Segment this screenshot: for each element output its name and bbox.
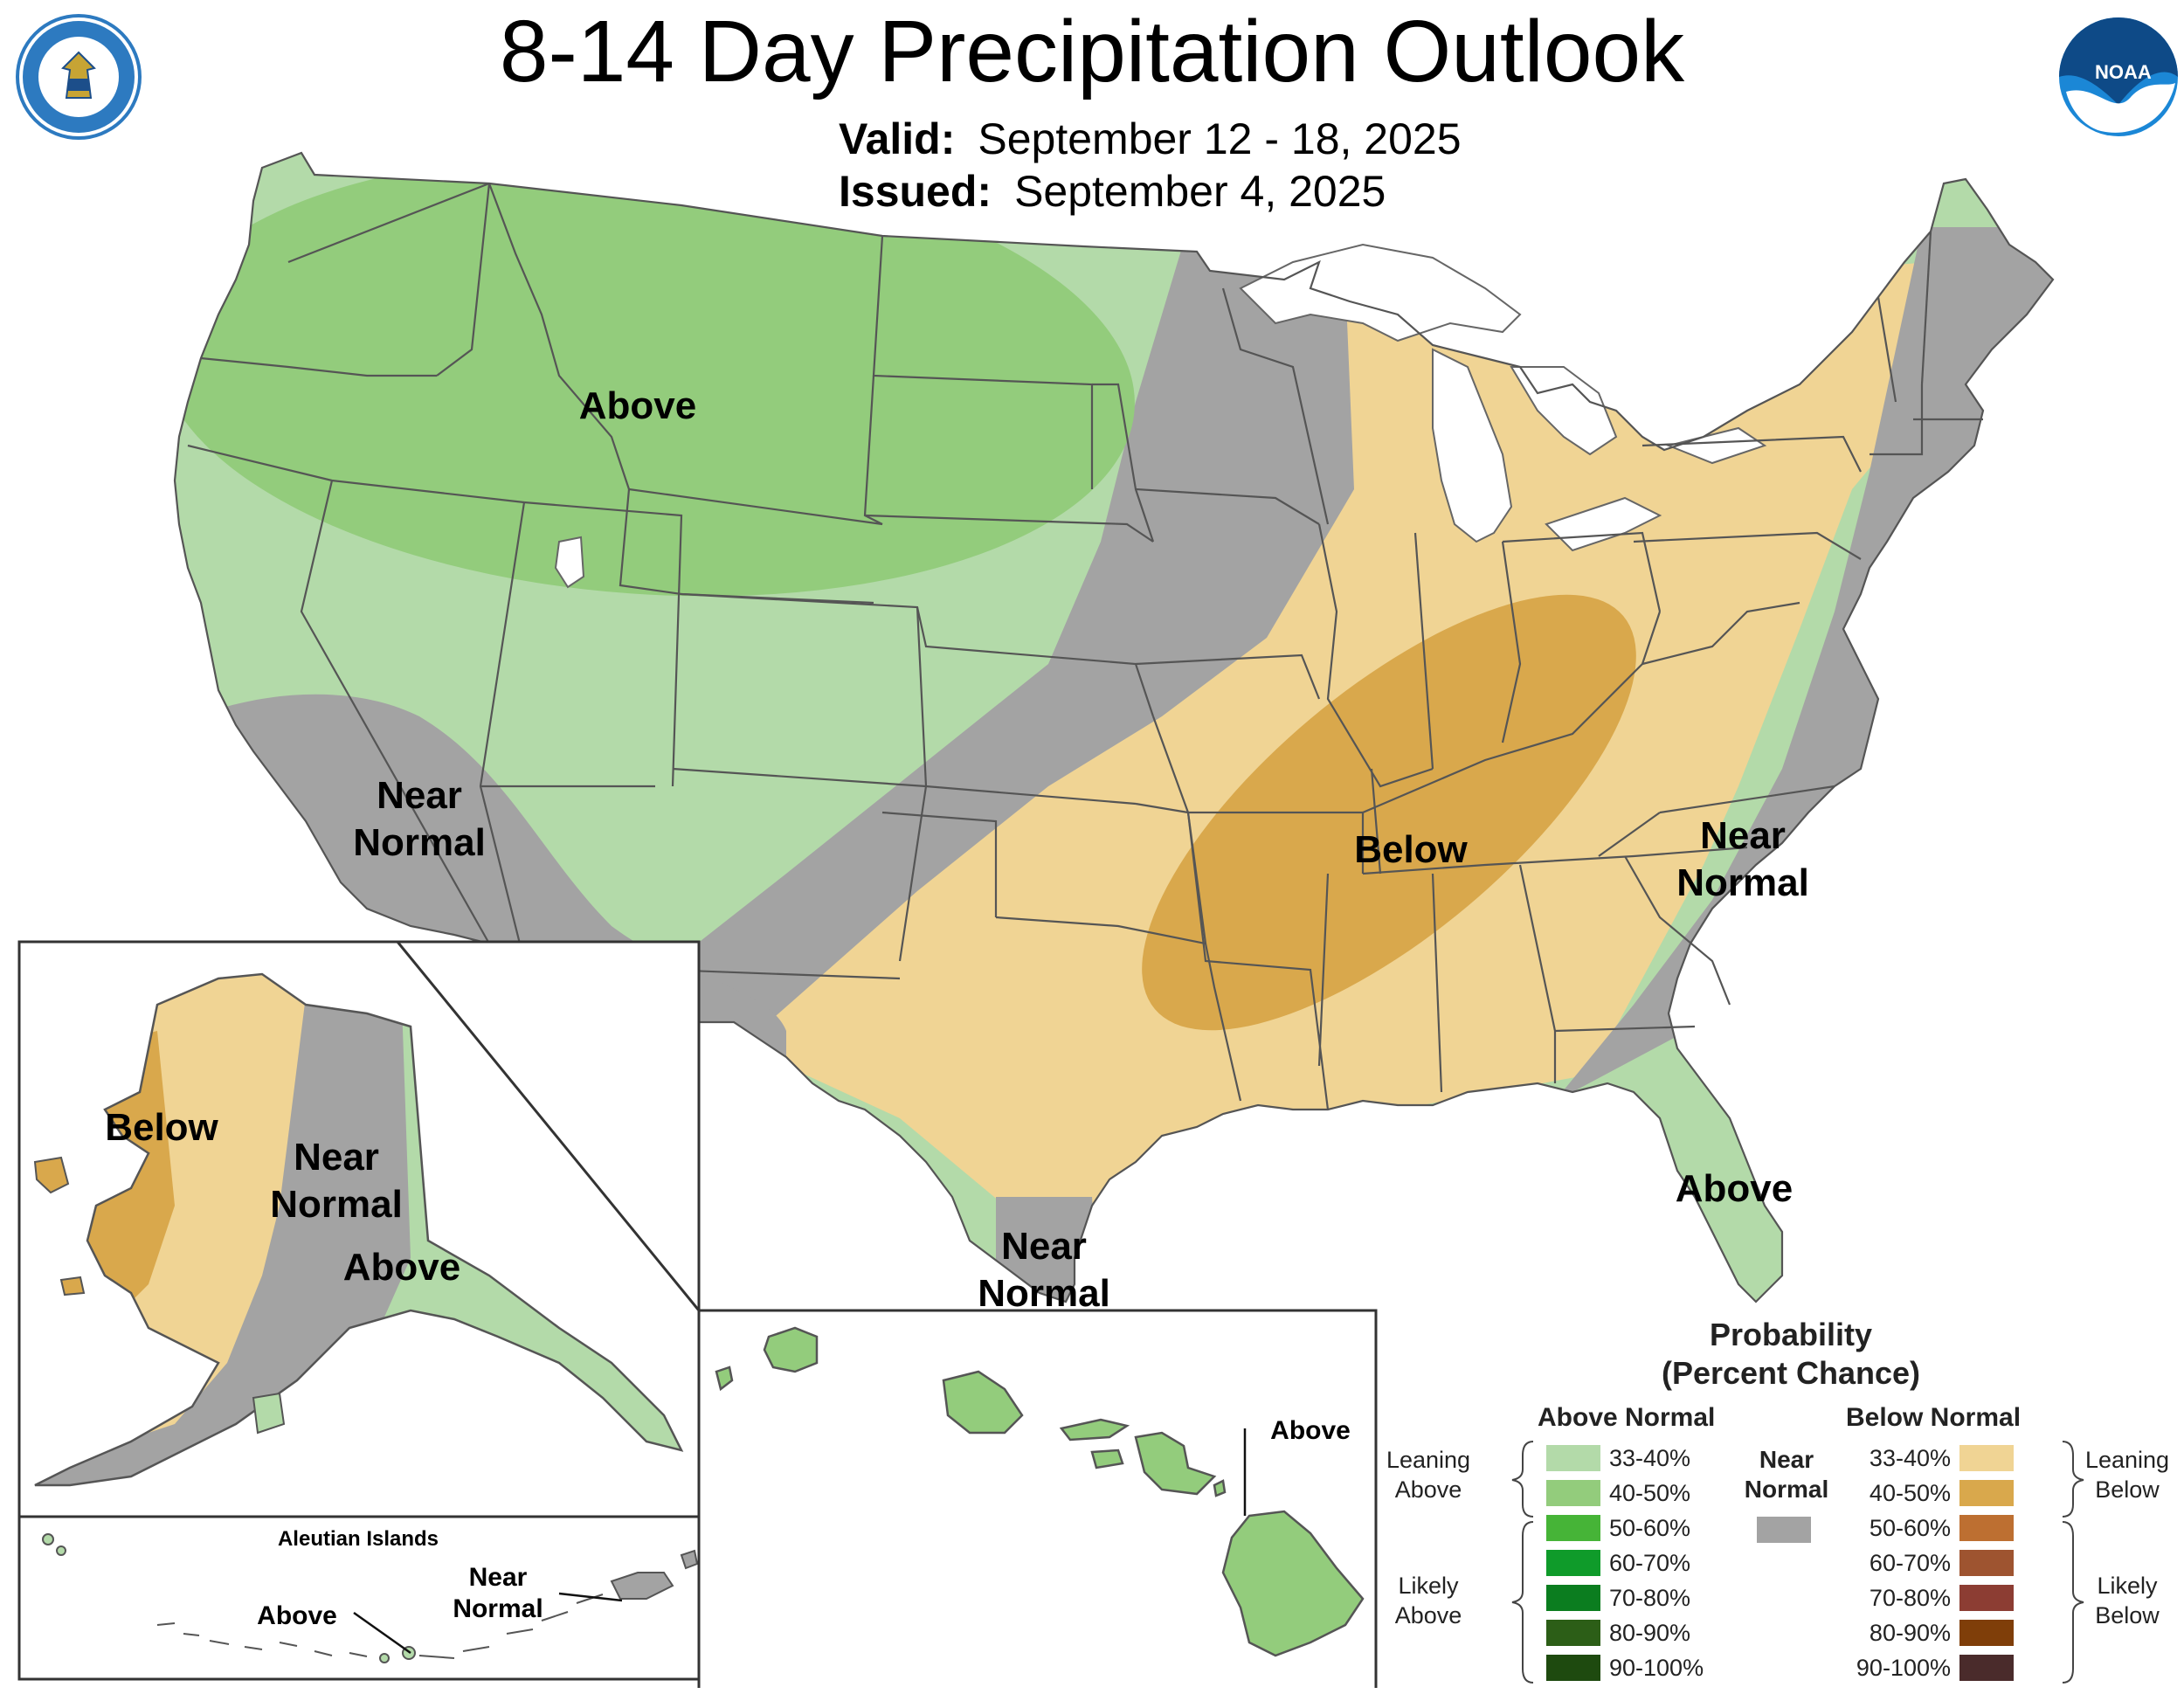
commerce-seal [16, 14, 142, 140]
below-legend-swatch [1959, 1445, 2014, 1471]
below-legend-row: 33-40% [1848, 1441, 2057, 1476]
label-east-near-normal: Near Normal [1676, 814, 1809, 904]
below-legend-range: 50-60% [1869, 1515, 1951, 1541]
page-title: 8-14 Day Precipitation Outlook [499, 3, 1685, 100]
valid-date: September 12 - 18, 2025 [978, 114, 1462, 163]
above-legend-swatch [1546, 1445, 1600, 1471]
below-legend-swatch [1959, 1515, 2014, 1541]
above-legend-row: 40-50% [1546, 1476, 1756, 1511]
legend-leaning-below: Leaning Below [2084, 1447, 2170, 1503]
label-aleutian-above: Above [257, 1601, 337, 1630]
legend: Probability (Percent Chance) Above Normal… [1376, 1316, 2184, 1688]
below-legend-row: 70-80% [1848, 1580, 2057, 1615]
label-alaska-near-normal: Near Normal [270, 1136, 403, 1226]
below-legend-swatch [1959, 1585, 2014, 1611]
above-legend-row: 60-70% [1546, 1545, 1756, 1580]
aleutian-title: Aleutian Islands [277, 1527, 439, 1551]
above-legend-swatch [1546, 1480, 1600, 1506]
legend-likely-above: Likely Above [1394, 1573, 1462, 1628]
above-legend-swatch [1546, 1620, 1600, 1646]
issued-line: Issued: September 4, 2025 [839, 166, 1386, 217]
legend-above-column: 33-40% 40-50% 50-60% 60-70% 70-80% 80-90% 90-1… [1546, 1441, 1721, 1694]
label-alaska-below: Below [105, 1106, 218, 1149]
issued-date: September 4, 2025 [1014, 167, 1386, 216]
below-legend-range: 40-50% [1869, 1480, 1951, 1506]
above-legend-row: 33-40% [1546, 1441, 1756, 1476]
below-legend-row: 50-60% [1848, 1511, 2057, 1545]
below-legend-range: 60-70% [1869, 1550, 1951, 1576]
legend-brackets [1511, 1441, 2084, 1684]
below-legend-row: 90-100% [1848, 1650, 2057, 1685]
below-legend-range: 33-40% [1869, 1445, 1951, 1471]
above-legend-row: 90-100% [1546, 1650, 1756, 1685]
valid-label: Valid: [839, 114, 956, 163]
below-legend-swatch [1959, 1550, 2014, 1576]
above-legend-range: 50-60% [1609, 1515, 1691, 1541]
below-legend-range: 90-100% [1856, 1655, 1951, 1681]
label-hawaii-above: Above [1270, 1416, 1351, 1445]
above-legend-range: 60-70% [1609, 1550, 1691, 1576]
above-legend-range: 33-40% [1609, 1445, 1691, 1471]
noaa-logo-text: NOAA [2095, 61, 2152, 83]
legend-leaning-above: Leaning Above [1386, 1447, 1471, 1503]
below-legend-swatch [1959, 1620, 2014, 1646]
legend-likely-below: Likely Below [2095, 1573, 2160, 1628]
legend-above-header: Above Normal [1538, 1403, 1716, 1432]
below-legend-range: 70-80% [1869, 1585, 1951, 1611]
issued-label: Issued: [839, 167, 992, 216]
below-legend-swatch [1959, 1480, 2014, 1506]
above-legend-swatch [1546, 1550, 1600, 1576]
above-legend-row: 80-90% [1546, 1615, 1756, 1650]
label-conus-below: Below [1354, 828, 1468, 871]
above-legend-range: 40-50% [1609, 1480, 1691, 1506]
label-conus-above: Above [578, 384, 697, 427]
legend-near-normal-swatch [1757, 1517, 1811, 1543]
above-legend-row: 50-60% [1546, 1511, 1756, 1545]
valid-line: Valid: September 12 - 18, 2025 [839, 114, 1462, 164]
below-legend-row: 80-90% [1848, 1615, 2057, 1650]
noaa-logo [2056, 14, 2181, 140]
legend-below-header: Below Normal [1846, 1403, 2022, 1432]
label-west-near-normal: Near Normal [353, 774, 486, 864]
label-aleutian-near-normal: Near Normal [453, 1563, 543, 1623]
below-legend-swatch [1959, 1655, 2014, 1681]
label-alaska-above: Above [342, 1246, 461, 1289]
above-legend-swatch [1546, 1655, 1600, 1681]
below-legend-row: 40-50% [1848, 1476, 2057, 1511]
legend-title: Probability (Percent Chance) [1661, 1317, 1921, 1391]
above-legend-range: 80-90% [1609, 1620, 1691, 1646]
above-legend-range: 90-100% [1609, 1655, 1704, 1681]
above-legend-row: 70-80% [1546, 1580, 1756, 1615]
legend-below-column: 33-40% 40-50% 50-60% 60-70% 70-80% 80-90% 90-1… [1848, 1441, 2057, 1694]
above-legend-range: 70-80% [1609, 1585, 1691, 1611]
label-texas-near-normal: Near Normal [978, 1225, 1110, 1315]
above-legend-swatch [1546, 1585, 1600, 1611]
legend-near-normal-label: Near Normal [1744, 1446, 1829, 1503]
label-florida-above: Above [1675, 1167, 1794, 1210]
below-legend-row: 60-70% [1848, 1545, 2057, 1580]
below-legend-range: 80-90% [1869, 1620, 1951, 1646]
above-legend-swatch [1546, 1515, 1600, 1541]
